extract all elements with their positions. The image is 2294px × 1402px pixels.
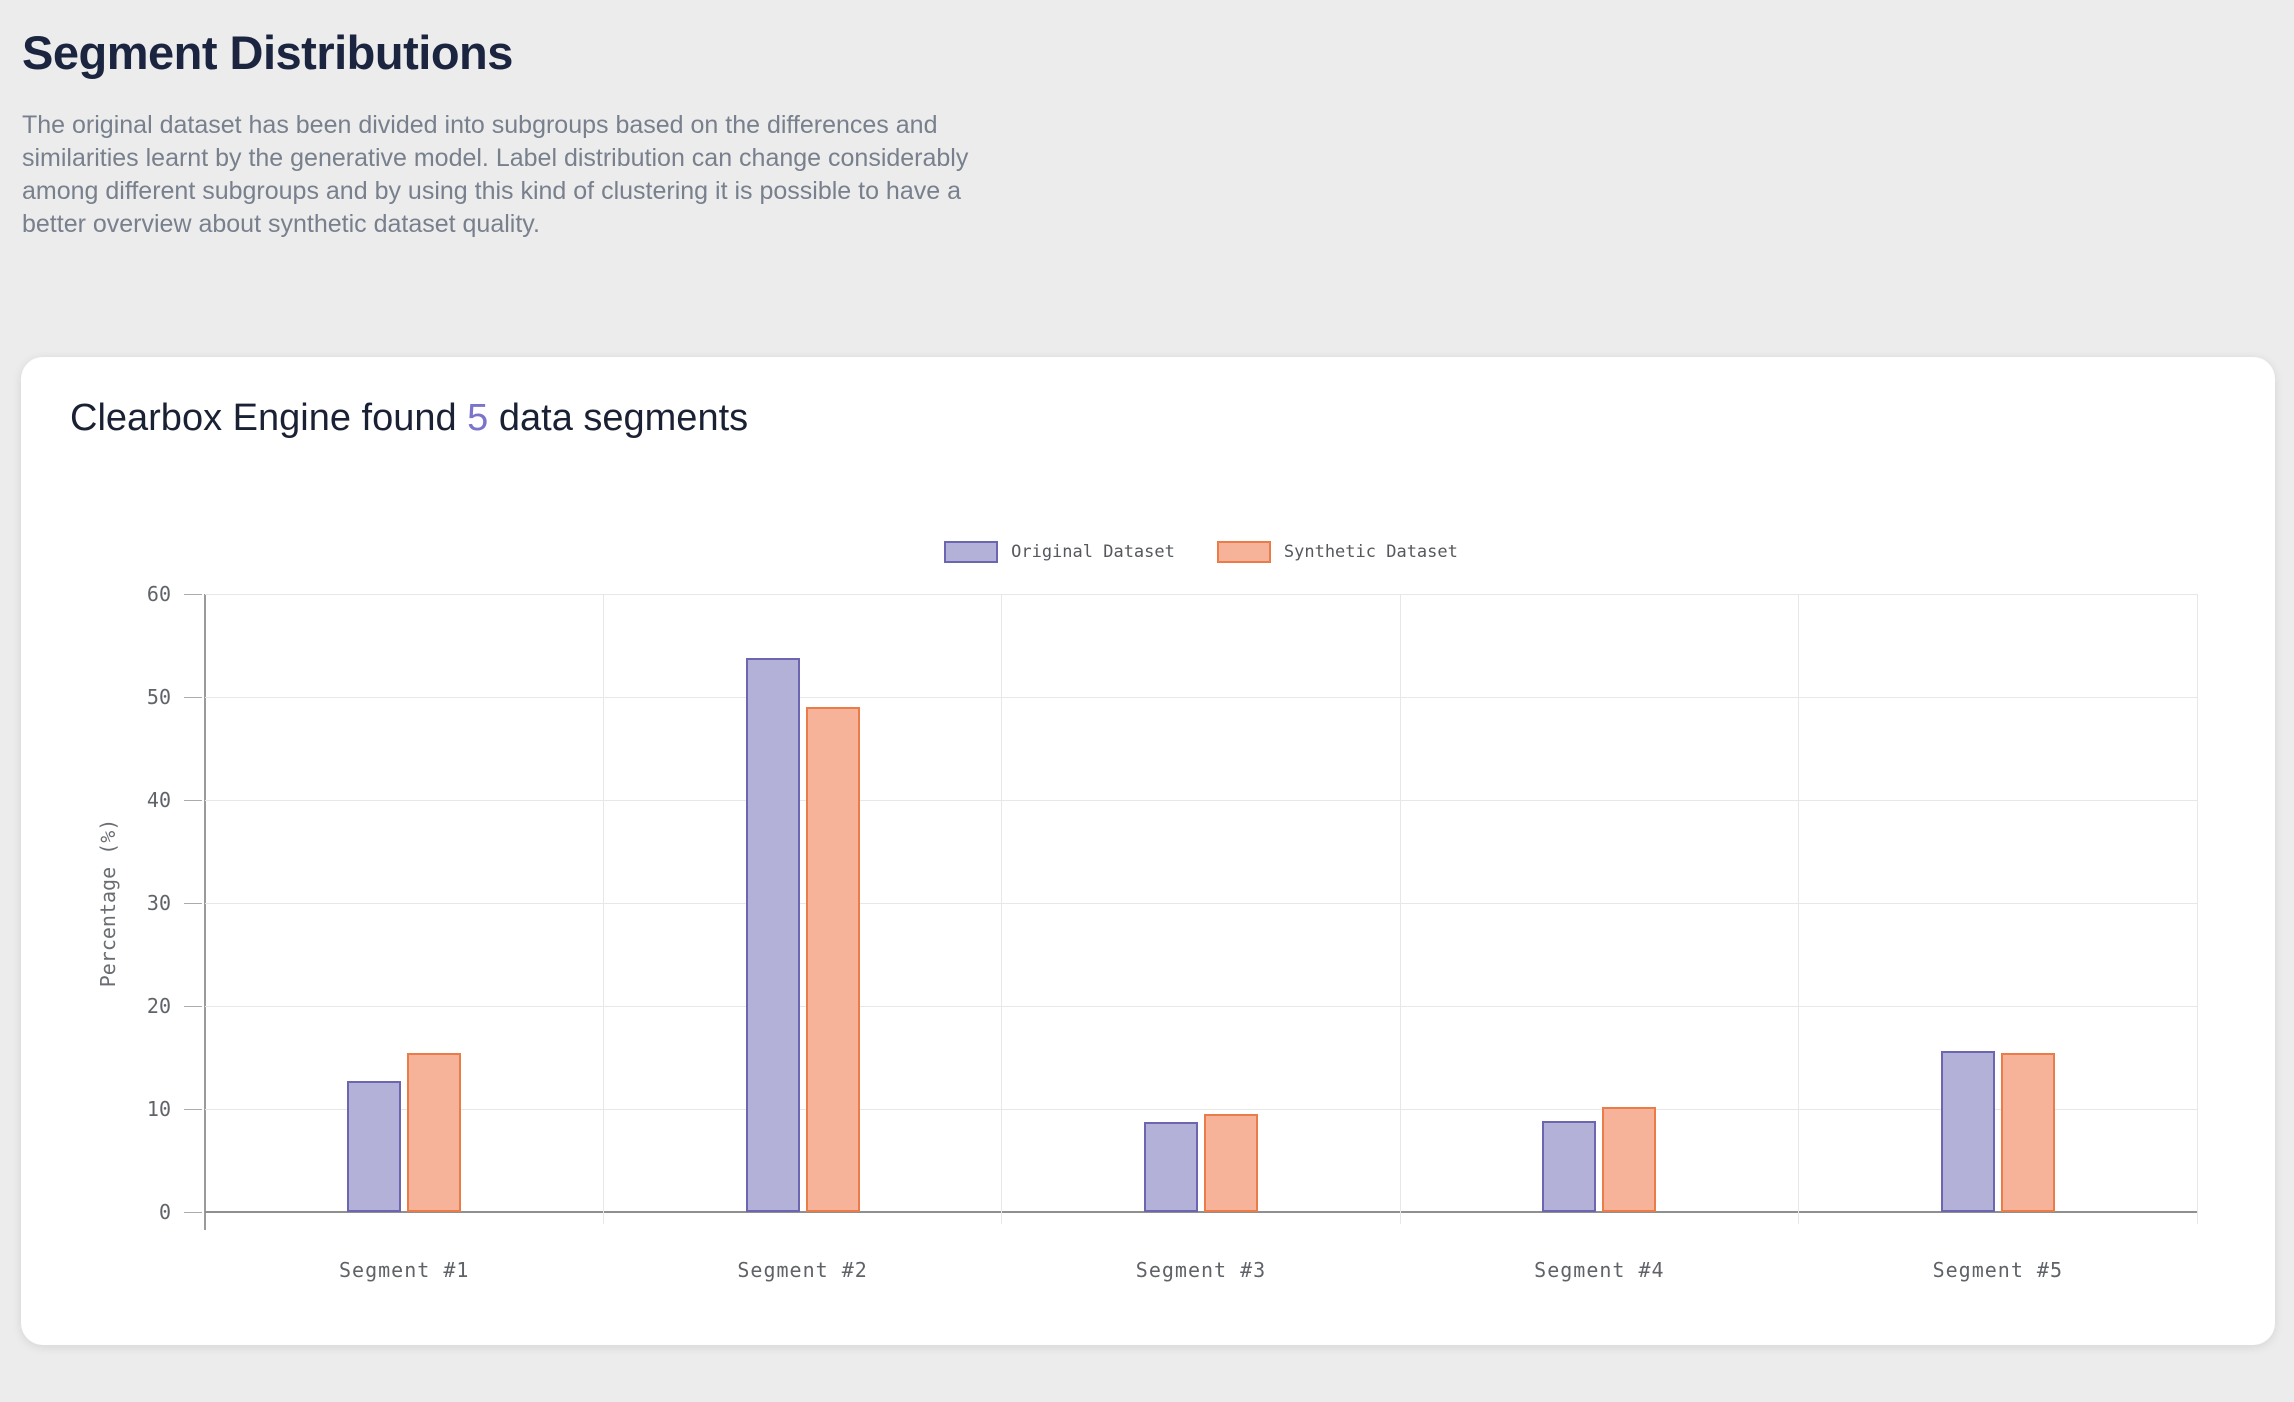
x-tick-label: Segment #1 (338, 1258, 470, 1282)
page-header: Segment Distributions The original datas… (22, 24, 1122, 241)
legend-label: Original Dataset (1011, 542, 1175, 562)
legend-swatch-synthetic-dataset (1216, 541, 1271, 563)
gridline-v (1001, 594, 1003, 1224)
plot-area: Original Dataset Synthetic Dataset Percen… (96, 541, 2198, 1282)
gridline-h (205, 1108, 2197, 1110)
gridline-v (1798, 594, 1800, 1224)
legend-item-original-dataset[interactable]: Original Dataset (944, 541, 1175, 563)
y-tick (184, 1005, 202, 1007)
bar-original-dataset-5 (1941, 1051, 1995, 1212)
bar-synthetic-dataset-5 (2001, 1053, 2055, 1212)
gridline-h (205, 902, 2197, 904)
y-tick-label: 50 (146, 685, 171, 709)
y-tick (184, 1108, 202, 1110)
gridline-h (205, 1005, 2197, 1007)
chart-legend: Original Dataset Synthetic Dataset (205, 530, 2197, 574)
y-tick-label: 10 (146, 1097, 171, 1121)
bar-original-dataset-2 (746, 658, 800, 1212)
card-title: Clearbox Engine found 5 data segments (70, 397, 748, 440)
bar-original-dataset-4 (1542, 1121, 1596, 1212)
segments-card: Clearbox Engine found 5 data segments Or… (21, 357, 2275, 1345)
card-title-prefix: Clearbox Engine found (70, 397, 468, 439)
bar-synthetic-dataset-1 (407, 1053, 461, 1212)
y-tick-label: 30 (146, 891, 171, 915)
page-title: Segment Distributions (22, 26, 513, 79)
x-tick-label: Segment #5 (1932, 1258, 2063, 1282)
gridline-v (1399, 594, 1401, 1224)
page-description: The original dataset has been divided in… (22, 110, 969, 238)
x-tick-label: Segment #2 (737, 1258, 868, 1282)
y-tick-label: 20 (146, 994, 171, 1018)
y-tick-label: 0 (158, 1200, 171, 1224)
bar-synthetic-dataset-2 (806, 707, 860, 1212)
segment-count: 5 (467, 397, 489, 439)
y-tick (184, 696, 202, 698)
y-tick (184, 799, 202, 801)
x-axis-line (205, 1211, 2197, 1213)
gridline-h (205, 799, 2197, 801)
bar-original-dataset-3 (1144, 1122, 1198, 1212)
gridline-h (205, 593, 2197, 595)
card-title-suffix: data segments (488, 397, 749, 439)
bar-original-dataset-1 (347, 1081, 401, 1212)
bar-synthetic-dataset-4 (1602, 1107, 1656, 1212)
legend-swatch-original-dataset (944, 541, 999, 563)
y-axis-line (204, 594, 206, 1230)
x-tick-label: Segment #3 (1135, 1258, 1267, 1282)
gridline-v (2196, 594, 2198, 1224)
y-tick (184, 1211, 202, 1213)
gridline-h (205, 696, 2197, 698)
legend-label: Synthetic Dataset (1283, 542, 1458, 562)
y-tick (184, 902, 202, 904)
y-tick-label: 60 (146, 582, 171, 606)
gridline-v (602, 594, 604, 1224)
bar-synthetic-dataset-3 (1204, 1114, 1258, 1212)
legend-item-synthetic-dataset[interactable]: Synthetic Dataset (1216, 541, 1458, 563)
x-tick-label: Segment #4 (1534, 1258, 1665, 1282)
y-tick (184, 593, 202, 595)
y-tick-label: 40 (146, 788, 171, 812)
